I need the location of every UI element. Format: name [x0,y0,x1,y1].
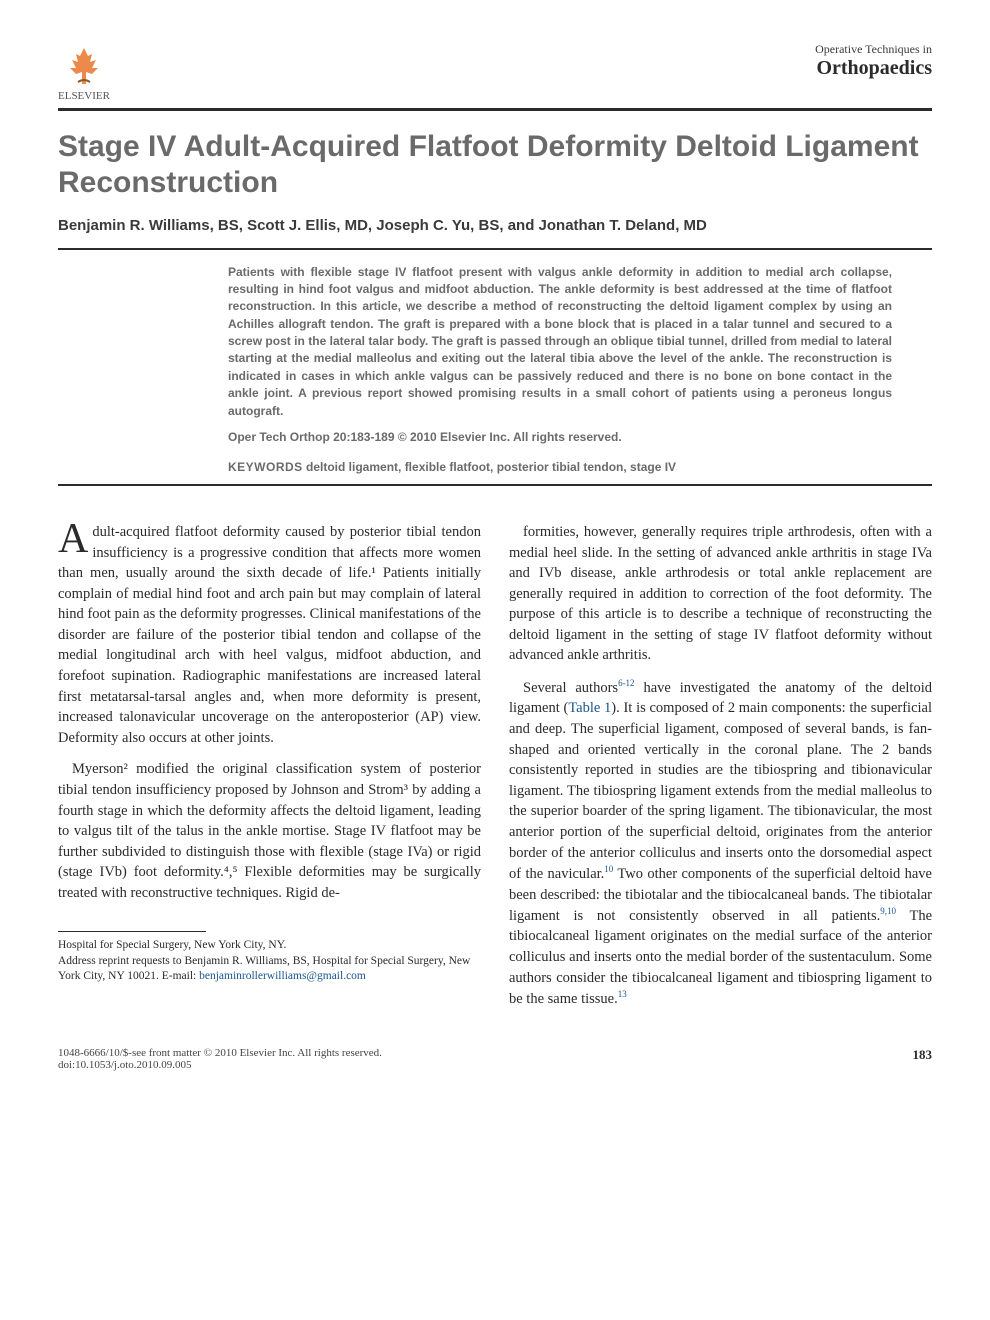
keywords-line: KEYWORDS deltoid ligament, flexible flat… [228,460,892,474]
dropcap: A [58,522,92,558]
ref-10[interactable]: 10 [604,864,613,874]
body-p4: Several authors6-12 have investigated th… [509,677,932,1010]
publisher-logo: ELSEVIER [58,42,110,102]
publisher-name: ELSEVIER [58,90,110,102]
body-p2: Myerson² modified the original classific… [58,759,481,903]
abstract-text: Patients with flexible stage IV flatfoot… [228,264,892,421]
body-p1-text: dult-acquired flatfoot deformity caused … [58,524,481,746]
footnote-email[interactable]: benjaminrollerwilliams@gmail.com [199,970,366,982]
page-number: 183 [913,1047,933,1071]
rule-top [58,108,932,111]
ref-6-12[interactable]: 6-12 [618,678,635,688]
abstract-block: Patients with flexible stage IV flatfoot… [228,264,892,475]
citation-line: Oper Tech Orthop 20:183-189 © 2010 Elsev… [228,430,892,444]
ref-9-10[interactable]: 9,10 [880,906,896,916]
rule-under-authors [58,248,932,250]
footnote-rule [58,931,206,932]
footnote-block: Hospital for Special Surgery, New York C… [58,931,481,985]
article-authors: Benjamin R. Williams, BS, Scott J. Ellis… [58,215,932,238]
elsevier-tree-icon [60,42,108,90]
footer-left: 1048-6666/10/$-see front matter © 2010 E… [58,1047,382,1071]
body-p3: formities, however, generally requires t… [509,522,932,666]
footer-doi: doi:10.1053/j.oto.2010.09.005 [58,1059,382,1071]
body-p4c: ). It is composed of 2 main components: … [509,700,932,881]
footer-bar: 1048-6666/10/$-see front matter © 2010 E… [58,1047,932,1071]
article-title: Stage IV Adult-Acquired Flatfoot Deformi… [58,129,932,201]
rule-under-abstract [58,484,932,486]
journal-block: Operative Techniques in Orthopaedics [815,42,932,80]
footer-copyright: 1048-6666/10/$-see front matter © 2010 E… [58,1047,382,1059]
body-p1: Adult-acquired flatfoot deformity caused… [58,522,481,748]
footnote-affiliation: Hospital for Special Surgery, New York C… [58,938,481,954]
journal-superline: Operative Techniques in [815,42,932,57]
keywords-text: deltoid ligament, flexible flatfoot, pos… [306,460,676,474]
journal-name: Orthopaedics [815,57,932,80]
keywords-label: KEYWORDS [228,460,303,474]
header-bar: ELSEVIER Operative Techniques in Orthopa… [58,42,932,102]
footnote-reprint: Address reprint requests to Benjamin R. … [58,954,481,985]
body-columns: Adult-acquired flatfoot deformity caused… [58,522,932,1021]
table-1-link[interactable]: Table 1 [568,700,611,716]
ref-13[interactable]: 13 [618,989,627,999]
body-p4a: Several authors [523,680,618,696]
